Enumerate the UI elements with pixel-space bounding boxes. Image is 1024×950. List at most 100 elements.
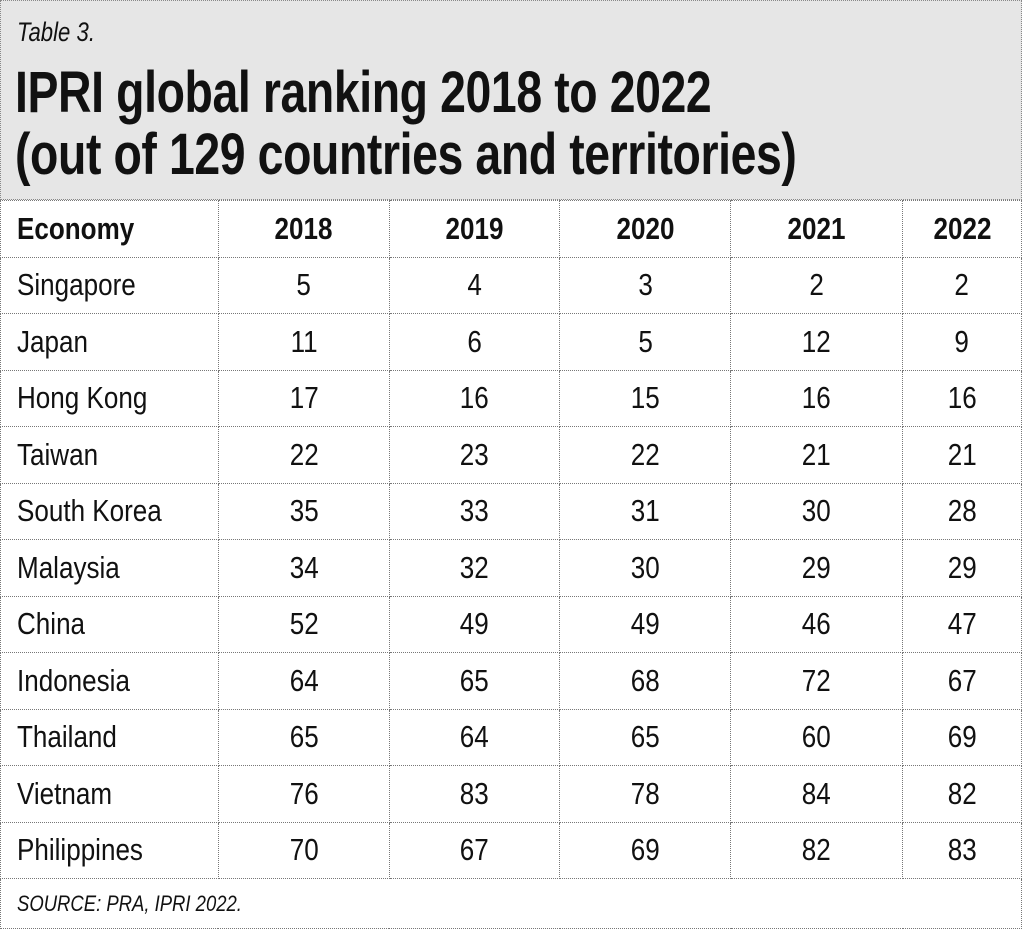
column-header-text: 2018	[274, 210, 333, 246]
cell-text: Vietnam	[17, 775, 113, 811]
cell-text: 65	[630, 719, 660, 755]
table-label: Table 3.	[17, 17, 95, 47]
cell-text: 69	[947, 719, 977, 755]
column-header: Economy	[0, 200, 219, 258]
cell-text: 22	[289, 436, 319, 472]
table-title-line-2: (out of 129 countries and territories)	[15, 122, 797, 187]
cell-text: 16	[802, 380, 832, 416]
source-text: SOURCE: PRA, IPRI 2022.	[17, 890, 242, 916]
table-header-panel: Table 3. IPRI global ranking 2018 to 202…	[0, 0, 1022, 200]
cell-text: 22	[630, 436, 660, 472]
rank-cell: 22	[217, 426, 390, 484]
cell-text: 64	[289, 662, 319, 698]
cell-text: Malaysia	[17, 549, 120, 585]
source-note: SOURCE: PRA, IPRI 2022.	[0, 878, 1022, 929]
rank-cell: 49	[388, 595, 561, 653]
rank-cell: 49	[559, 595, 732, 653]
cell-text: 60	[802, 719, 832, 755]
economy-cell: South Korea	[0, 482, 219, 540]
rank-cell: 82	[730, 821, 904, 879]
rank-cell: 84	[730, 765, 904, 823]
column-header: 2019	[388, 200, 561, 258]
cell-text: 64	[460, 719, 490, 755]
ranking-table: Economy 2018 2019 2020 2021 2022 Singapore 5 4 3…	[0, 200, 1022, 929]
cell-text: 68	[630, 662, 660, 698]
economy-cell: Malaysia	[0, 539, 219, 597]
cell-text: 35	[289, 493, 319, 529]
rank-cell: 69	[902, 708, 1022, 766]
rank-cell: 65	[559, 708, 732, 766]
cell-text: 2	[809, 267, 824, 303]
table-row: Philippines 70 67 69 82 83	[0, 821, 1022, 879]
cell-text: 30	[802, 493, 832, 529]
cell-text: 29	[802, 549, 832, 585]
rank-cell: 64	[388, 708, 561, 766]
column-header: 2022	[902, 200, 1022, 258]
rank-cell: 29	[730, 539, 904, 597]
rank-cell: 6	[388, 313, 561, 371]
rank-cell: 68	[559, 652, 732, 710]
cell-text: 16	[460, 380, 490, 416]
rank-cell: 17	[217, 369, 390, 427]
cell-text: Japan	[17, 323, 88, 359]
rank-cell: 16	[902, 369, 1022, 427]
rank-cell: 82	[902, 765, 1022, 823]
rank-cell: 52	[217, 595, 390, 653]
rank-cell: 72	[730, 652, 904, 710]
cell-text: 65	[289, 719, 319, 755]
cell-text: 5	[296, 267, 312, 303]
rank-cell: 30	[730, 482, 904, 540]
cell-text: 17	[289, 380, 319, 416]
rank-cell: 28	[902, 482, 1022, 540]
rank-cell: 83	[388, 765, 561, 823]
rank-cell: 5	[217, 256, 390, 314]
cell-text: 72	[802, 662, 832, 698]
rank-cell: 29	[902, 539, 1022, 597]
column-header-text: 2022	[933, 210, 991, 246]
table-row: Indonesia 64 65 68 72 67	[0, 652, 1022, 710]
cell-text: 5	[638, 323, 653, 359]
cell-text: 6	[467, 323, 482, 359]
column-header-text: Economy	[17, 210, 135, 246]
rank-cell: 32	[388, 539, 561, 597]
cell-text: 34	[289, 549, 319, 585]
column-header: 2018	[217, 200, 390, 258]
cell-text: 49	[630, 606, 660, 642]
cell-text: Philippines	[17, 832, 143, 868]
economy-cell: Thailand	[0, 708, 219, 766]
rank-cell: 21	[730, 426, 904, 484]
cell-text: 69	[630, 832, 660, 868]
economy-cell: Indonesia	[0, 652, 219, 710]
table-row: South Korea 35 33 31 30 28	[0, 482, 1022, 540]
rank-cell: 67	[902, 652, 1022, 710]
cell-text: 4	[467, 267, 482, 303]
cell-text: 52	[289, 606, 319, 642]
column-header-text: 2021	[787, 210, 846, 246]
economy-cell: Taiwan	[0, 426, 219, 484]
rank-cell: 21	[902, 426, 1022, 484]
economy-cell: Vietnam	[0, 765, 219, 823]
rank-cell: 16	[730, 369, 904, 427]
rank-cell: 3	[559, 256, 732, 314]
cell-text: 78	[630, 775, 660, 811]
rank-cell: 60	[730, 708, 904, 766]
economy-cell: Japan	[0, 313, 219, 371]
cell-text: 16	[947, 380, 977, 416]
cell-text: 70	[289, 832, 319, 868]
cell-text: 21	[947, 436, 977, 472]
cell-text: 15	[630, 380, 660, 416]
cell-text: China	[17, 606, 86, 642]
cell-text: 83	[947, 832, 977, 868]
column-header: 2020	[559, 200, 732, 258]
economy-cell: Singapore	[0, 256, 219, 314]
cell-text: 23	[460, 436, 490, 472]
column-header-text: 2019	[445, 210, 504, 246]
cell-text: 67	[947, 662, 977, 698]
cell-text: 76	[289, 775, 319, 811]
cell-text: Thailand	[17, 719, 117, 755]
cell-text: 11	[290, 323, 318, 359]
rank-cell: 16	[388, 369, 561, 427]
cell-text: 33	[460, 493, 490, 529]
rank-cell: 30	[559, 539, 732, 597]
cell-text: 12	[802, 323, 832, 359]
